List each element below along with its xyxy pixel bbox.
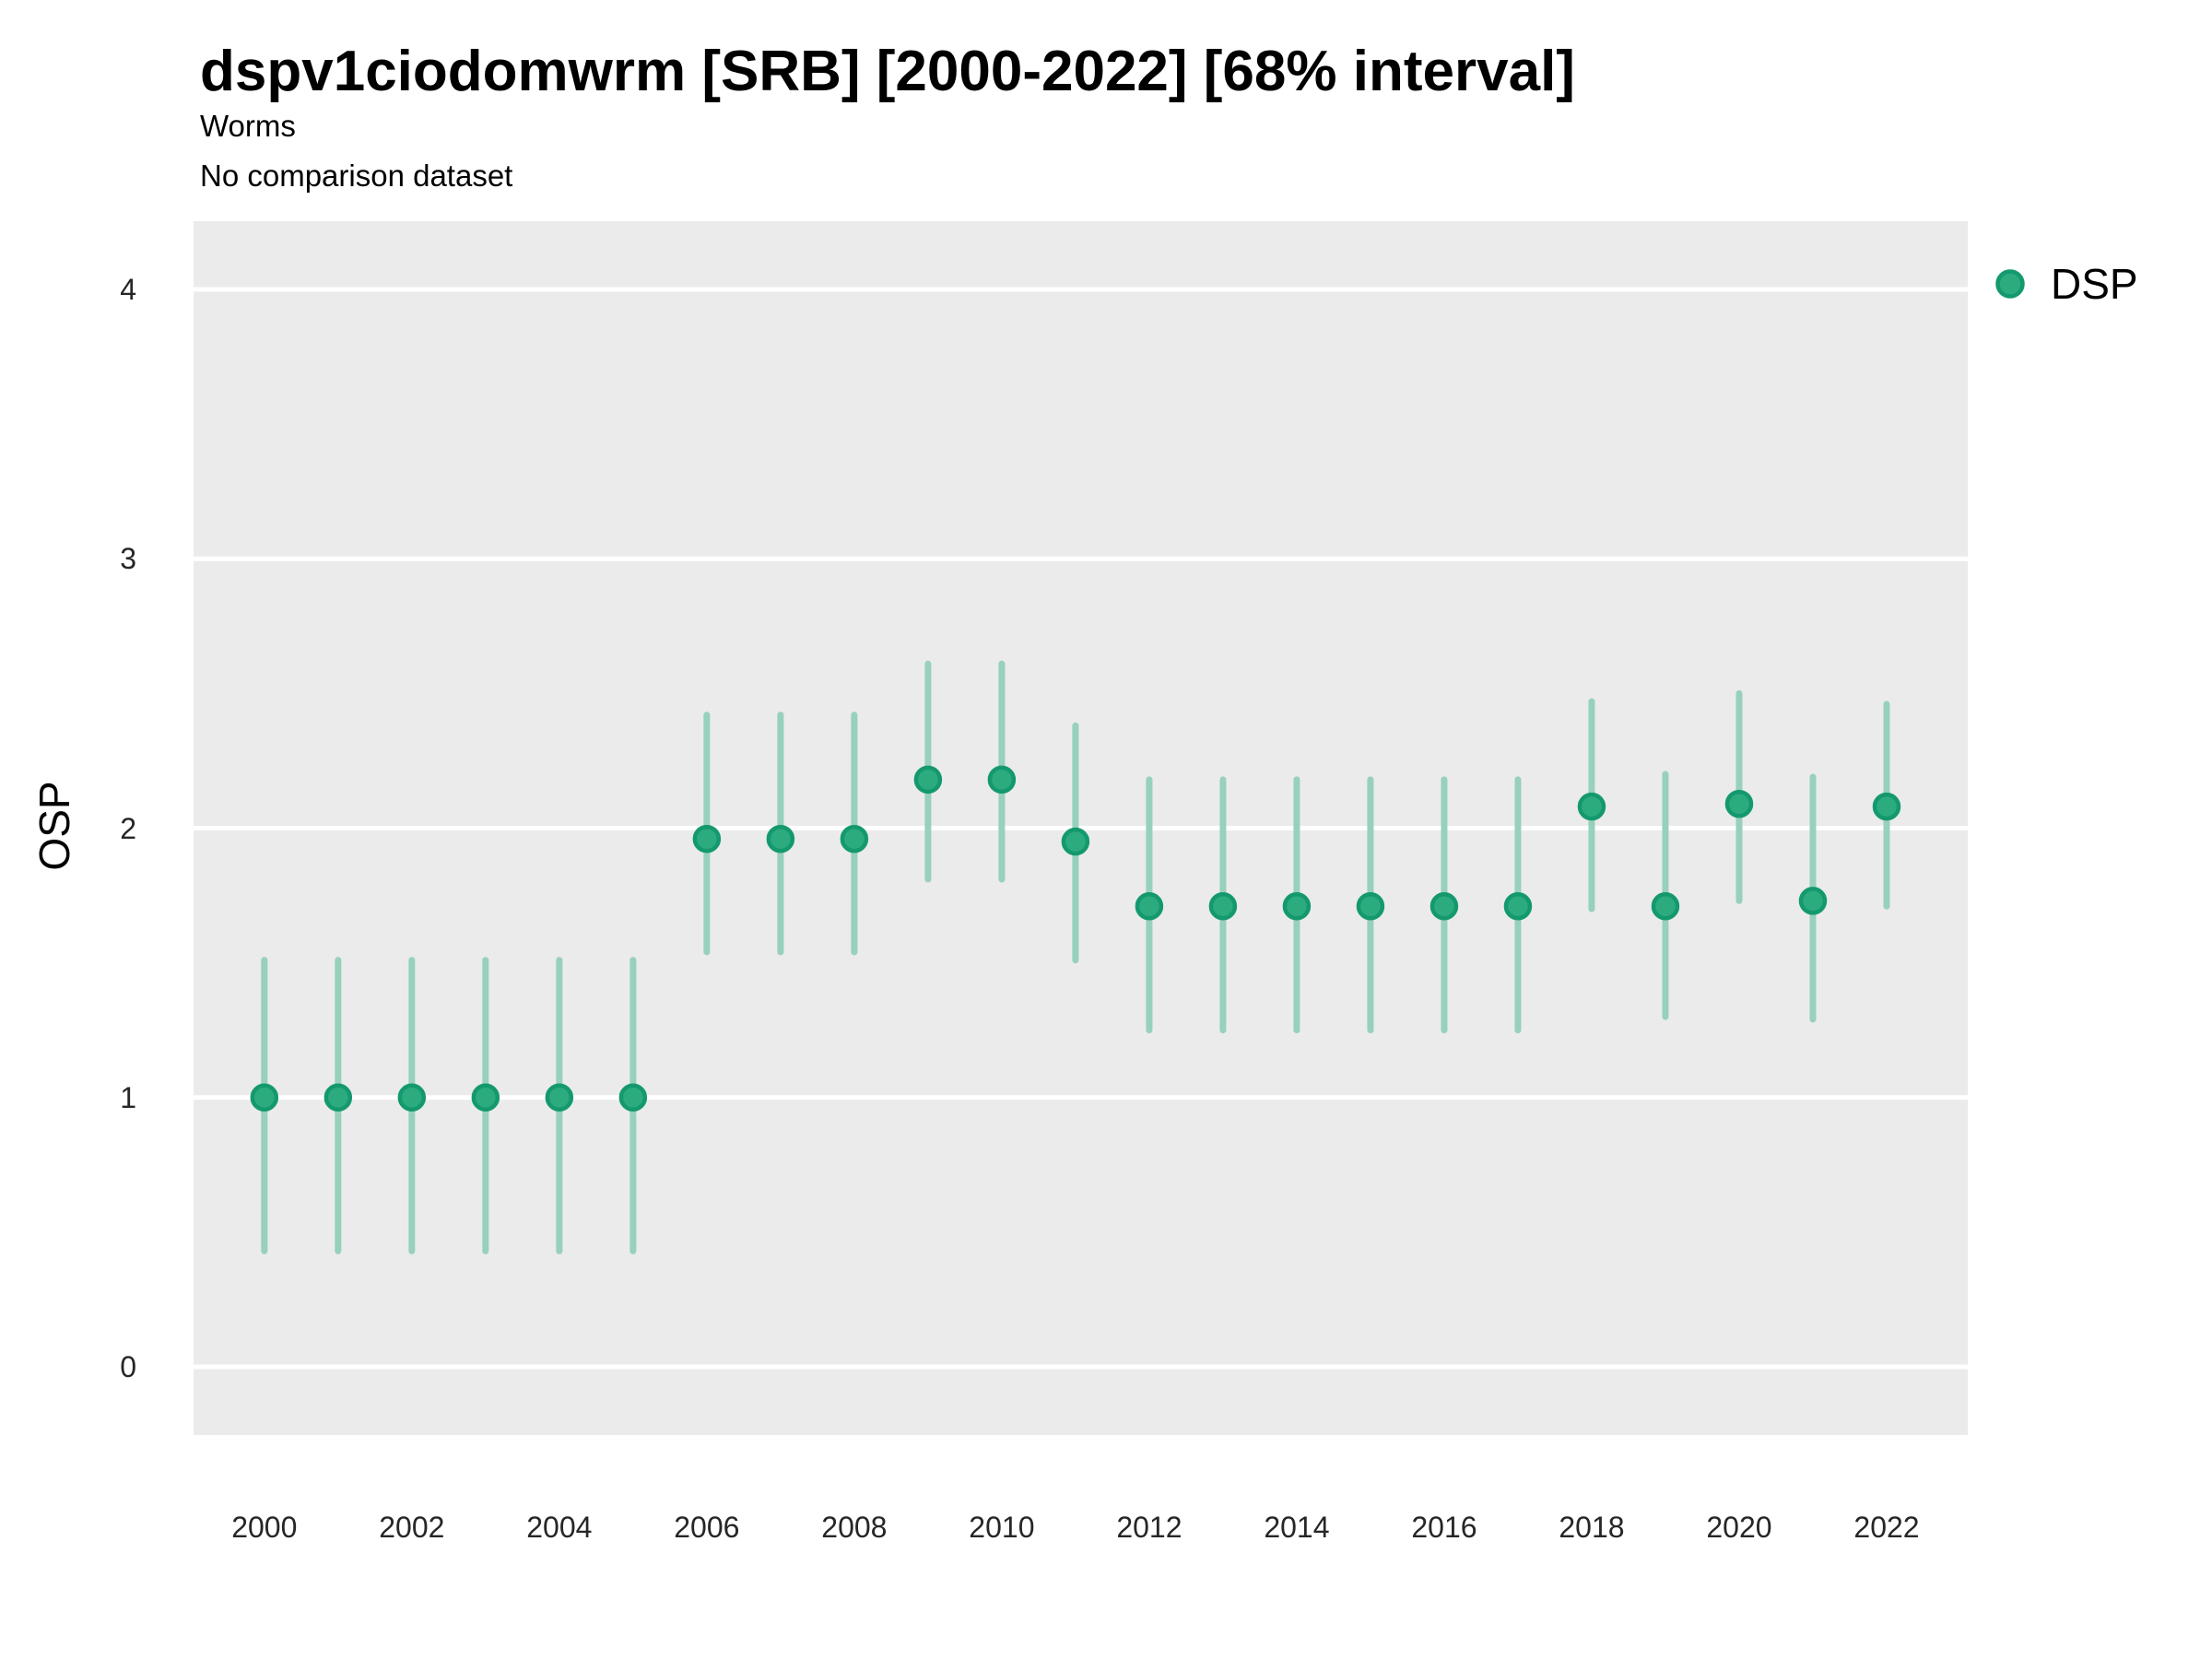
- plot-area: [194, 287, 1968, 1370]
- y-tick-label: 1: [120, 1080, 136, 1114]
- data-point: [618, 1083, 648, 1112]
- x-tick-label: 2004: [526, 1511, 593, 1544]
- data-point: [1208, 892, 1238, 921]
- x-tick-label: 2012: [1116, 1511, 1182, 1544]
- data-point: [545, 1083, 574, 1112]
- x-tick-label: 2002: [379, 1511, 445, 1544]
- data-point: [766, 824, 795, 853]
- chart-title: dspv1ciodomwrm [SRB] [2000-2022] [68% in…: [200, 40, 1575, 103]
- data-point: [1503, 892, 1533, 921]
- data-point: [1282, 892, 1312, 921]
- x-tick-label: 2006: [674, 1511, 740, 1544]
- chart-subtitle: Worms: [200, 109, 296, 143]
- data-point: [1651, 892, 1680, 921]
- data-point: [1724, 789, 1754, 818]
- data-point: [1356, 892, 1385, 921]
- legend-point-icon: [1995, 269, 2025, 299]
- data-point: [250, 1083, 279, 1112]
- data-point: [471, 1083, 500, 1112]
- x-tick-label: 2020: [1706, 1511, 1772, 1544]
- data-point: [840, 824, 869, 853]
- data-point: [1798, 887, 1828, 915]
- y-tick-label: 3: [120, 542, 136, 576]
- legend-label: DSP: [2051, 260, 2138, 308]
- data-point: [1430, 892, 1459, 921]
- comparison-note: No comparison dataset: [200, 159, 513, 193]
- x-tick-label: 2018: [1559, 1511, 1625, 1544]
- x-tick-label: 2014: [1264, 1511, 1330, 1544]
- x-tick-label: 2010: [969, 1511, 1035, 1544]
- y-tick-label: 0: [120, 1350, 136, 1384]
- data-point: [1577, 792, 1606, 821]
- plot-panel: [194, 221, 1968, 1435]
- data-point: [324, 1083, 353, 1112]
- data-point: [1061, 827, 1090, 856]
- data-point: [397, 1083, 427, 1112]
- data-point: [692, 824, 722, 853]
- x-tick-label: 2022: [1853, 1511, 1920, 1544]
- data-point: [1135, 892, 1164, 921]
- data-point: [913, 765, 943, 794]
- x-tick-label: 2000: [231, 1511, 298, 1544]
- legend: DSP: [1994, 259, 2138, 309]
- x-tick-label: 2016: [1411, 1511, 1477, 1544]
- data-point: [987, 765, 1017, 794]
- data-point: [1872, 792, 1901, 821]
- x-tick-label: 2008: [821, 1511, 888, 1544]
- y-tick-label: 4: [120, 272, 136, 306]
- y-tick-label: 2: [120, 811, 136, 845]
